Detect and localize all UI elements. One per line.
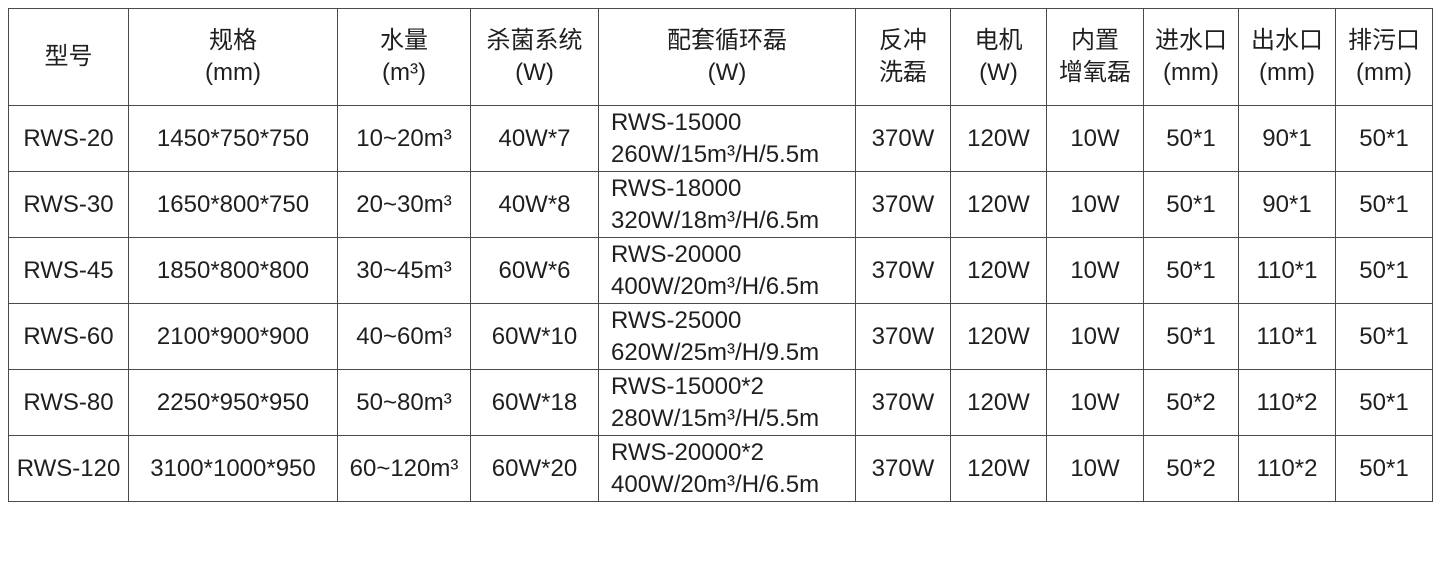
table-row-rws-80: RWS-80 2250*950*950 50~80m³ 60W*18 RWS-15000…: [8, 369, 1433, 436]
header-built-in-aerator: 内置 增氧磊: [1046, 8, 1144, 106]
cell-model: RWS-45: [8, 237, 129, 304]
table-row-rws-45: RWS-45 1850*800*800 30~45m³ 60W*6 RWS-20000 …: [8, 237, 1433, 304]
cell-model: RWS-80: [8, 369, 129, 436]
cell-model: RWS-20: [8, 105, 129, 172]
cell-backwash-pump: 370W: [855, 369, 951, 436]
table-row-rws-20: RWS-20 1450*750*750 10~20m³ 40W*7 RWS-15000 …: [8, 105, 1433, 172]
cell-spec-mm: 2100*900*900: [128, 303, 338, 370]
table-row-rws-120: RWS-120 3100*1000*950 60~120m³ 60W*20 RWS-20…: [8, 435, 1433, 502]
cell-water-volume: 60~120m³: [337, 435, 471, 502]
cell-circulation-pump: RWS-15000 260W/15m³/H/5.5m: [598, 105, 856, 172]
cell-built-in-aerator: 10W: [1046, 237, 1144, 304]
cell-sterilization-system: 40W*7: [470, 105, 599, 172]
cell-water-volume: 10~20m³: [337, 105, 471, 172]
cell-outlet: 90*1: [1238, 171, 1336, 238]
cell-sterilization-system: 60W*20: [470, 435, 599, 502]
cell-sterilization-system: 40W*8: [470, 171, 599, 238]
header-inlet: 进水口 (mm): [1143, 8, 1239, 106]
cell-sterilization-system: 60W*18: [470, 369, 599, 436]
cell-built-in-aerator: 10W: [1046, 105, 1144, 172]
header-circulation-pump: 配套循环磊 (W): [598, 8, 856, 106]
cell-backwash-pump: 370W: [855, 171, 951, 238]
cell-model: RWS-120: [8, 435, 129, 502]
cell-circulation-pump: RWS-18000 320W/18m³/H/6.5m: [598, 171, 856, 238]
header-backwash-pump: 反冲 洗磊: [855, 8, 951, 106]
cell-drain: 50*1: [1335, 369, 1433, 436]
table-header: 型号 规格 (mm) 水量 (m³) 杀菌系统 (W) 配套循环磊 (W) 反冲 洗磊 电机…: [8, 8, 1433, 106]
cell-built-in-aerator: 10W: [1046, 435, 1144, 502]
cell-inlet: 50*1: [1143, 105, 1239, 172]
header-sterilization-system: 杀菌系统 (W): [470, 8, 599, 106]
cell-outlet: 110*2: [1238, 435, 1336, 502]
header-drain: 排污口 (mm): [1335, 8, 1433, 106]
product-spec-table: 型号 规格 (mm) 水量 (m³) 杀菌系统 (W) 配套循环磊 (W) 反冲 洗磊 电机…: [8, 8, 1433, 502]
cell-backwash-pump: 370W: [855, 303, 951, 370]
table-row-rws-60: RWS-60 2100*900*900 40~60m³ 60W*10 RWS-25000…: [8, 303, 1433, 370]
table-body: RWS-20 1450*750*750 10~20m³ 40W*7 RWS-15000 …: [8, 105, 1433, 502]
cell-motor: 120W: [950, 303, 1047, 370]
cell-drain: 50*1: [1335, 303, 1433, 370]
cell-drain: 50*1: [1335, 237, 1433, 304]
cell-sterilization-system: 60W*10: [470, 303, 599, 370]
cell-drain: 50*1: [1335, 171, 1433, 238]
cell-outlet: 110*2: [1238, 369, 1336, 436]
cell-inlet: 50*2: [1143, 369, 1239, 436]
cell-inlet: 50*1: [1143, 237, 1239, 304]
cell-built-in-aerator: 10W: [1046, 369, 1144, 436]
cell-inlet: 50*2: [1143, 435, 1239, 502]
cell-water-volume: 40~60m³: [337, 303, 471, 370]
cell-water-volume: 50~80m³: [337, 369, 471, 436]
header-water-volume: 水量 (m³): [337, 8, 471, 106]
header-spec-mm: 规格 (mm): [128, 8, 338, 106]
cell-circulation-pump: RWS-20000*2 400W/20m³/H/6.5m: [598, 435, 856, 502]
cell-water-volume: 20~30m³: [337, 171, 471, 238]
cell-circulation-pump: RWS-20000 400W/20m³/H/6.5m: [598, 237, 856, 304]
cell-water-volume: 30~45m³: [337, 237, 471, 304]
cell-outlet: 90*1: [1238, 105, 1336, 172]
header-motor: 电机 (W): [950, 8, 1047, 106]
cell-outlet: 110*1: [1238, 303, 1336, 370]
header-model: 型号: [8, 8, 129, 106]
cell-drain: 50*1: [1335, 105, 1433, 172]
cell-drain: 50*1: [1335, 435, 1433, 502]
table-row-rws-30: RWS-30 1650*800*750 20~30m³ 40W*8 RWS-18000 …: [8, 171, 1433, 238]
cell-motor: 120W: [950, 435, 1047, 502]
header-outlet: 出水口 (mm): [1238, 8, 1336, 106]
cell-inlet: 50*1: [1143, 171, 1239, 238]
header-row: 型号 规格 (mm) 水量 (m³) 杀菌系统 (W) 配套循环磊 (W) 反冲 洗磊 电机…: [8, 8, 1433, 106]
cell-motor: 120W: [950, 105, 1047, 172]
cell-motor: 120W: [950, 369, 1047, 436]
cell-sterilization-system: 60W*6: [470, 237, 599, 304]
cell-motor: 120W: [950, 171, 1047, 238]
cell-spec-mm: 2250*950*950: [128, 369, 338, 436]
cell-model: RWS-60: [8, 303, 129, 370]
cell-backwash-pump: 370W: [855, 237, 951, 304]
cell-circulation-pump: RWS-25000 620W/25m³/H/9.5m: [598, 303, 856, 370]
cell-spec-mm: 1850*800*800: [128, 237, 338, 304]
cell-inlet: 50*1: [1143, 303, 1239, 370]
cell-circulation-pump: RWS-15000*2 280W/15m³/H/5.5m: [598, 369, 856, 436]
cell-built-in-aerator: 10W: [1046, 171, 1144, 238]
cell-backwash-pump: 370W: [855, 105, 951, 172]
cell-motor: 120W: [950, 237, 1047, 304]
cell-model: RWS-30: [8, 171, 129, 238]
cell-spec-mm: 1450*750*750: [128, 105, 338, 172]
cell-spec-mm: 3100*1000*950: [128, 435, 338, 502]
cell-built-in-aerator: 10W: [1046, 303, 1144, 370]
cell-outlet: 110*1: [1238, 237, 1336, 304]
cell-backwash-pump: 370W: [855, 435, 951, 502]
cell-spec-mm: 1650*800*750: [128, 171, 338, 238]
